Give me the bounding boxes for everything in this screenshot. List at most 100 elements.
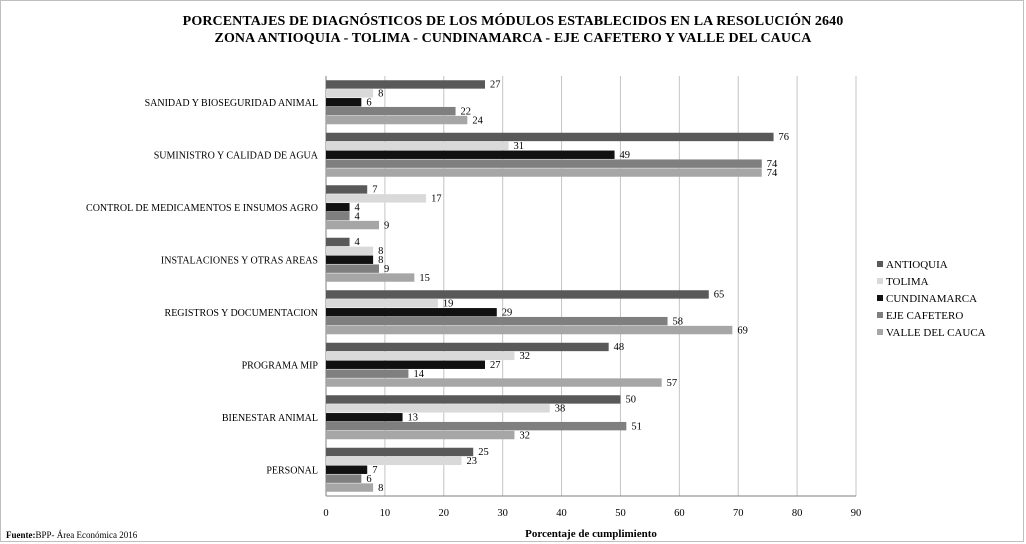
x-tick-label: 30 bbox=[497, 508, 508, 519]
data-label: 29 bbox=[502, 307, 513, 318]
legend-swatch bbox=[877, 312, 883, 318]
data-label: 14 bbox=[413, 369, 424, 380]
data-label: 8 bbox=[378, 89, 383, 100]
category-label: PERSONAL bbox=[266, 465, 318, 476]
bar bbox=[326, 264, 379, 273]
data-label: 19 bbox=[443, 299, 454, 310]
data-label: 6 bbox=[366, 474, 371, 485]
data-label: 27 bbox=[490, 80, 501, 91]
bar bbox=[326, 483, 374, 492]
data-label: 74 bbox=[767, 168, 778, 179]
data-label: 49 bbox=[620, 150, 631, 161]
x-tick-label: 10 bbox=[380, 508, 391, 519]
legend-swatch bbox=[877, 295, 883, 301]
legend-swatch bbox=[877, 329, 883, 335]
category-label: BIENESTAR ANIMAL bbox=[222, 413, 318, 424]
bar bbox=[326, 194, 427, 203]
x-tick-label: 80 bbox=[792, 508, 803, 519]
chart-title-line-1: PORCENTAJES DE DIAGNÓSTICOS DE LOS MÓDUL… bbox=[182, 14, 844, 29]
bar bbox=[326, 185, 368, 194]
data-label: 50 bbox=[625, 395, 636, 406]
legend-swatch bbox=[877, 261, 883, 267]
data-label: 69 bbox=[737, 325, 748, 336]
data-label: 74 bbox=[767, 159, 778, 170]
bar bbox=[326, 447, 474, 457]
data-label: 8 bbox=[378, 483, 383, 494]
data-label: 8 bbox=[378, 255, 383, 266]
bar bbox=[326, 413, 403, 422]
bar bbox=[326, 430, 515, 440]
data-label: 65 bbox=[714, 290, 725, 301]
bar bbox=[326, 308, 497, 317]
data-label: 7 bbox=[372, 465, 377, 476]
data-label: 8 bbox=[378, 246, 383, 257]
bar bbox=[326, 351, 515, 361]
bar bbox=[326, 316, 668, 326]
category-label: CONTROL DE MEDICAMENTOS E INSUMOS AGRO bbox=[86, 203, 318, 214]
category-label: INSTALACIONES Y OTRAS AREAS bbox=[161, 255, 318, 266]
bar bbox=[326, 342, 609, 352]
data-label: 6 bbox=[366, 97, 371, 108]
data-label: 22 bbox=[461, 106, 472, 117]
legend-label: TOLIMA bbox=[886, 276, 929, 288]
source-prefix: Fuente: bbox=[6, 530, 36, 540]
bar bbox=[326, 369, 409, 378]
legend-label: CUNDINAMARCA bbox=[886, 293, 977, 305]
bar bbox=[326, 404, 550, 413]
bar bbox=[326, 89, 374, 98]
bar bbox=[326, 378, 662, 387]
legend-label: VALLE DEL CAUCA bbox=[886, 327, 986, 339]
x-tick-label: 40 bbox=[556, 508, 567, 519]
data-label: 32 bbox=[519, 430, 530, 441]
data-label: 23 bbox=[466, 456, 477, 467]
bar bbox=[326, 203, 350, 212]
bar bbox=[326, 115, 468, 125]
data-label: 13 bbox=[408, 412, 419, 423]
bar bbox=[326, 465, 368, 474]
bar bbox=[326, 159, 762, 168]
category-label: SUMINISTRO Y CALIDAD DE AGUA bbox=[154, 150, 319, 161]
data-label: 48 bbox=[614, 342, 625, 353]
category-label: PROGRAMA MIP bbox=[242, 360, 319, 371]
bar bbox=[326, 106, 456, 116]
bar bbox=[326, 395, 621, 404]
bar bbox=[326, 211, 350, 221]
bar bbox=[326, 290, 709, 299]
data-label: 27 bbox=[490, 360, 501, 371]
data-label: 4 bbox=[355, 237, 361, 248]
data-label: 15 bbox=[419, 273, 430, 284]
bar bbox=[326, 360, 485, 369]
bar bbox=[326, 220, 379, 230]
bar bbox=[326, 273, 415, 282]
data-label: 4 bbox=[355, 211, 361, 222]
x-axis-title: Porcentaje de cumplimiento bbox=[525, 528, 657, 540]
data-label: 57 bbox=[667, 378, 678, 389]
legend-label: EJE CAFETERO bbox=[886, 310, 963, 322]
data-label: 76 bbox=[779, 132, 790, 143]
chart-title-line-2: ZONA ANTIOQUIA - TOLIMA - CUNDINAMARCA -… bbox=[214, 31, 812, 46]
source-note: Fuente:BPP- Área Económica 2016 bbox=[6, 530, 137, 540]
data-label: 31 bbox=[514, 141, 525, 152]
bar bbox=[326, 474, 362, 483]
data-label: 58 bbox=[673, 316, 684, 327]
bar bbox=[326, 80, 485, 89]
bar bbox=[326, 421, 627, 431]
source-text: BPP- Área Económica 2016 bbox=[35, 530, 138, 540]
bar bbox=[326, 325, 733, 335]
data-label: 51 bbox=[631, 421, 642, 432]
category-label: REGISTROS Y DOCUMENTACION bbox=[165, 308, 318, 319]
x-tick-label: 90 bbox=[851, 508, 862, 519]
x-tick-label: 50 bbox=[615, 508, 626, 519]
x-tick-label: 0 bbox=[323, 508, 328, 519]
bar bbox=[326, 255, 374, 264]
data-label: 32 bbox=[519, 351, 530, 362]
x-tick-label: 70 bbox=[733, 508, 744, 519]
data-label: 7 bbox=[372, 185, 377, 196]
bar bbox=[326, 456, 462, 466]
data-label: 4 bbox=[355, 202, 361, 213]
x-tick-label: 20 bbox=[439, 508, 450, 519]
bar bbox=[326, 141, 509, 151]
x-tick-label: 60 bbox=[674, 508, 685, 519]
